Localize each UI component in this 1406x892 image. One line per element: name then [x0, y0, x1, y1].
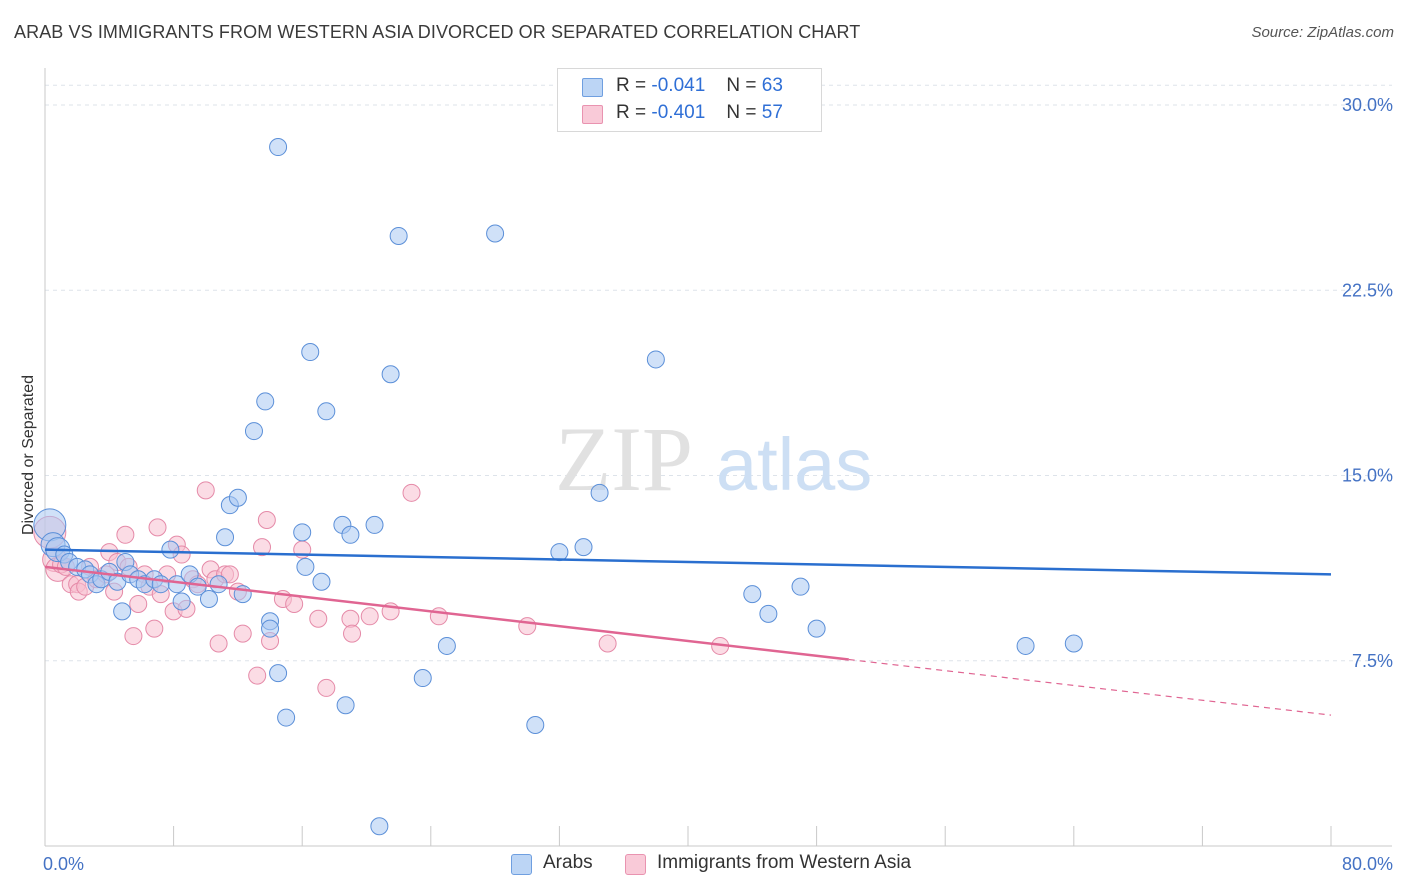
immigrants-point [124, 627, 143, 646]
arabs-point [389, 226, 408, 245]
arabs-point [1064, 634, 1083, 653]
arabs-r-label: R = [616, 75, 647, 96]
arabs-point [759, 604, 778, 623]
arabs-point [256, 392, 275, 411]
immigrants-point [248, 666, 267, 685]
arabs-n-label: N = [726, 75, 757, 96]
x-tick-label: 80.0% [1342, 854, 1393, 874]
immigrants-n-value: 57 [761, 102, 783, 123]
arabs-trend-line [44, 548, 1332, 576]
arabs-points [33, 138, 1083, 836]
immigrants-point [129, 594, 148, 613]
immigrants-point [518, 617, 537, 636]
immigrants-point [233, 624, 252, 643]
y-tick-label: 30.0% [1342, 95, 1393, 115]
arabs-point [151, 575, 170, 594]
arabs-point [1016, 636, 1035, 655]
y-tick-label: 15.0% [1342, 466, 1393, 486]
immigrants-r-label: R = [616, 102, 647, 123]
immigrants-point [285, 594, 304, 613]
arabs-point [113, 602, 132, 621]
arabs-point [161, 540, 180, 559]
immigrants-trend-line [44, 565, 849, 661]
arabs-point [486, 224, 505, 243]
immigrants-point [402, 483, 421, 502]
bottom-arabs-swatch [511, 854, 532, 875]
arabs-point [269, 138, 288, 157]
arabs-r-value: -0.041 [651, 75, 706, 96]
y-axis-label: Divorced or Separated [20, 375, 37, 535]
arabs-point [244, 422, 263, 441]
arabs-point [807, 619, 826, 638]
arabs-point [743, 585, 762, 604]
arabs-point [317, 402, 336, 421]
immigrants-trend-extension [848, 658, 1332, 716]
immigrants-r-value: -0.401 [651, 102, 706, 123]
arabs-point [526, 715, 545, 734]
arabs-point [199, 590, 218, 609]
legend-arabs-text: R = -0.041 N = 63 [616, 75, 783, 97]
immigrants-n-label: N = [726, 102, 757, 123]
immigrants-point [341, 609, 360, 628]
bottom-immigrants-label: Immigrants from Western Asia [657, 852, 912, 873]
tick-labels: 7.5% 15.0% 22.5% 30.0% 0.0% 80.0% [43, 95, 1393, 874]
immigrants-point [209, 634, 228, 653]
arabs-point [370, 817, 389, 836]
arabs-point [550, 543, 569, 562]
arabs-point [269, 664, 288, 683]
arabs-point [312, 572, 331, 591]
immigrants-point [257, 510, 276, 529]
immigrants-point [317, 678, 336, 697]
immigrants-point [148, 518, 167, 537]
x-tick-label: 0.0% [43, 854, 84, 874]
arabs-point [172, 592, 191, 611]
immigrants-point [145, 619, 164, 638]
arabs-point [341, 525, 360, 544]
immigrants-point [360, 607, 379, 626]
immigrants-point [309, 609, 328, 628]
legend-immigrants-text: R = -0.401 N = 57 [616, 102, 783, 124]
arabs-point [365, 515, 384, 534]
immigrants-point [343, 624, 362, 643]
watermark: ZIP atlas [555, 408, 872, 510]
bottom-immigrants-swatch [625, 854, 646, 875]
arabs-point [277, 708, 296, 727]
arabs-point [413, 669, 432, 688]
bottom-arabs-label: Arabs [543, 852, 593, 873]
legend: R = -0.041 N = 63 R = -0.401 N = 57 [557, 68, 822, 132]
arabs-point [574, 538, 593, 557]
axes [44, 68, 1392, 847]
arabs-point [437, 636, 456, 655]
watermark-atlas: atlas [716, 423, 872, 506]
grid-lines [45, 84, 1392, 662]
arabs-point [293, 523, 312, 542]
arabs-point [646, 350, 665, 369]
y-tick-label: 22.5% [1342, 280, 1393, 300]
immigrants-point [196, 481, 215, 500]
arabs-swatch [582, 78, 603, 97]
source-label: Source: ZipAtlas.com [1251, 24, 1394, 41]
arabs-point [381, 365, 400, 384]
trend-lines [44, 548, 1332, 716]
arabs-point [336, 696, 355, 715]
immigrants-point [253, 538, 272, 557]
arabs-point [301, 343, 320, 362]
arabs-point [590, 483, 609, 502]
immigrants-point [598, 634, 617, 653]
arabs-point [261, 619, 280, 638]
chart-title: ARAB VS IMMIGRANTS FROM WESTERN ASIA DIV… [14, 22, 861, 42]
y-tick-label: 7.5% [1352, 651, 1393, 671]
immigrants-point [116, 525, 135, 544]
arabs-point [209, 575, 228, 594]
immigrants-swatch [582, 105, 603, 124]
arabs-point [216, 528, 235, 547]
arabs-point [296, 557, 315, 576]
watermark-zip: ZIP [555, 408, 693, 510]
arabs-point [791, 577, 810, 596]
arabs-n-value: 63 [761, 75, 783, 96]
arabs-point [228, 488, 247, 507]
